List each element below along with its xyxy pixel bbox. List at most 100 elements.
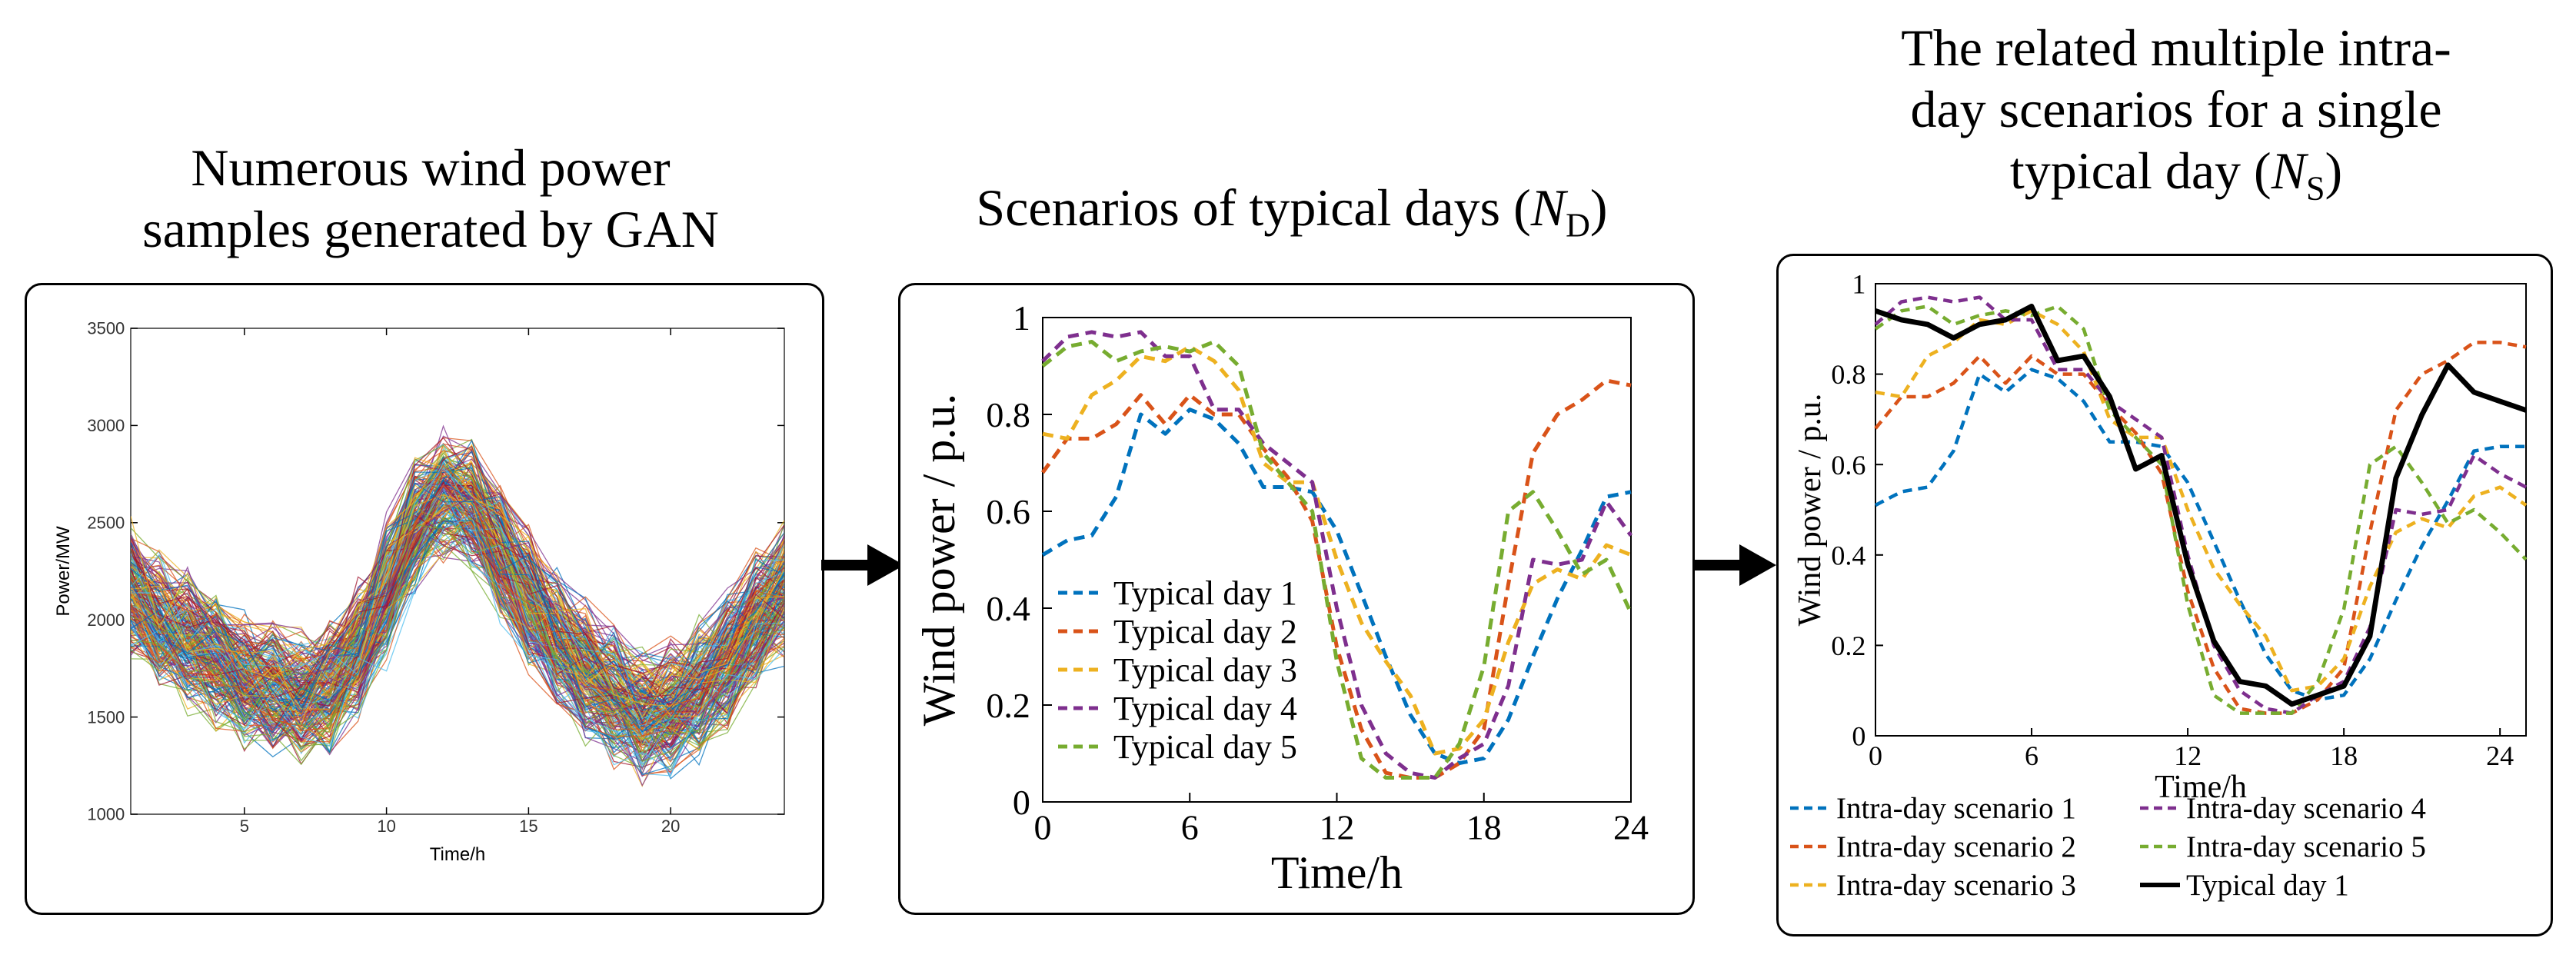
series-line-3 (1875, 309, 2528, 693)
sample-line (131, 517, 784, 763)
legend-label-3: Intra-day scenario 3 (1836, 869, 2076, 902)
legend-label-1: Typical day 1 (1113, 574, 1297, 612)
right-title: The related multiple intra- day scenario… (1776, 17, 2576, 220)
sample-line (131, 494, 784, 777)
plot-area (1875, 283, 2527, 737)
y-tick-label: 2500 (87, 514, 125, 533)
y-tick-label: 1000 (87, 805, 125, 824)
legend-label-4: Typical day 4 (1113, 690, 1297, 727)
sample-line (131, 467, 784, 736)
sample-line (131, 464, 784, 730)
arrow-right-icon (821, 544, 904, 586)
right-panel: 0 6 12 18 24 0 0.2 0.4 0.6 0.8 1 Time/h Wind power /… (1776, 254, 2553, 936)
x-tick-label: 15 (519, 817, 537, 836)
sample-line (131, 461, 784, 700)
middle-panel: 0 6 12 18 24 0 0.2 0.4 0.6 0.8 1 Time/h Wind power /… (898, 283, 1695, 915)
sample-line (131, 508, 784, 762)
series-line-2 (1040, 378, 1632, 780)
x-tick-label: 12 (2174, 740, 2202, 771)
sample-line (131, 467, 784, 724)
x-axis-label: Time/h (1271, 847, 1403, 898)
sample-line (131, 494, 784, 725)
x-tick-label: 6 (1181, 807, 1199, 847)
series-line-6 (1874, 304, 2528, 707)
y-axis-label: Power/MW (53, 526, 74, 617)
left-title-line2: samples generated by GAN (142, 200, 719, 258)
middle-title-close: ) (1589, 178, 1608, 237)
y-tick-label: 3500 (87, 319, 125, 338)
x-tick-label: 18 (2330, 740, 2358, 771)
y-tick-label: 2000 (87, 610, 125, 630)
x-tick-label: 6 (2025, 740, 2039, 771)
sample-line (131, 517, 784, 759)
right-title-var: N (2271, 141, 2307, 200)
y-tick-label: 0.8 (1831, 359, 1865, 390)
legend-label-5: Intra-day scenario 5 (2186, 830, 2426, 863)
x-axis-label: Time/h (2155, 770, 2247, 805)
intra-day-chart: 0 6 12 18 24 0 0.2 0.4 0.6 0.8 1 Time/h Wind power /… (1790, 269, 2528, 902)
sample-line (131, 514, 784, 747)
sample-line (131, 482, 784, 699)
left-title: Numerous wind power samples generated by… (23, 137, 838, 260)
series-line-1 (1874, 368, 2526, 702)
sample-line (131, 524, 784, 747)
y-tick-label: 0.4 (1831, 540, 1865, 570)
sample-line (131, 502, 784, 762)
y-tick-label: 1 (1013, 298, 1030, 338)
series-line-1 (1041, 407, 1632, 766)
series-line-4 (1041, 330, 1633, 780)
x-tick-label: 0 (1034, 807, 1052, 847)
sample-line (131, 482, 784, 714)
legend-label-2: Intra-day scenario 2 (1836, 830, 2076, 863)
y-tick-label: 0.6 (1831, 450, 1865, 481)
middle-title-var: N (1530, 178, 1566, 237)
x-axis-label: Time/h (430, 844, 485, 865)
y-axis-label: Wind power / p.u. (1792, 394, 1828, 627)
x-tick-label: 0 (1869, 740, 1882, 771)
gan-samples-chart: 5 10 15 20 1000 1500 2000 2500 3000 3500 Time/h Pow… (53, 319, 785, 865)
y-axis-label: Wind power / p.u. (914, 394, 964, 727)
right-title-line2: day scenarios for a single (1910, 80, 2442, 138)
arrow-right-icon (1693, 544, 1776, 586)
right-title-line3: typical day (NS) (1776, 140, 2576, 220)
y-tick-label: 1 (1852, 269, 1865, 300)
x-tick-label: 24 (1613, 807, 1649, 847)
series-line-5 (1874, 304, 2528, 715)
y-tick-label: 0 (1852, 721, 1865, 752)
right-title-close: ) (2325, 141, 2343, 200)
legend-label-4: Intra-day scenario 4 (2186, 792, 2426, 825)
right-title-line1: The related multiple intra- (1901, 18, 2451, 77)
typical-days-chart: 0 6 12 18 24 0 0.2 0.4 0.6 0.8 1 Time/h Wind power /… (914, 298, 1649, 898)
sample-line (131, 483, 784, 763)
legend-label-6: Typical day 1 (2186, 869, 2349, 902)
series-line-2 (1874, 341, 2527, 715)
right-title-sub: S (2306, 169, 2325, 208)
x-tick-label: 20 (661, 817, 680, 836)
y-tick-label: 0.2 (1831, 630, 1865, 661)
sample-line (131, 480, 784, 711)
y-tick-label: 0.6 (986, 492, 1030, 531)
x-tick-label: 5 (240, 817, 249, 836)
series-line-4 (1874, 295, 2528, 715)
sample-line (131, 514, 784, 771)
sample-line (131, 499, 784, 750)
x-tick-label: 10 (377, 817, 395, 836)
series-line-5 (1041, 340, 1633, 780)
y-tick-label: 0.8 (986, 395, 1030, 434)
sample-line (131, 457, 784, 715)
y-tick-label: 3000 (87, 416, 125, 435)
left-title-line1: Numerous wind power (191, 138, 671, 197)
legend-label-2: Typical day 2 (1113, 613, 1297, 650)
x-tick-label: 12 (1320, 807, 1355, 847)
middle-title-text: Scenarios of typical days ( (976, 178, 1531, 237)
sample-line (131, 450, 784, 707)
middle-title-sub: D (1566, 206, 1590, 244)
y-tick-label: 0.4 (986, 589, 1030, 628)
x-tick-label: 18 (1466, 807, 1502, 847)
sample-line (131, 467, 784, 716)
y-tick-label: 1500 (87, 707, 125, 727)
x-tick-label: 24 (2486, 740, 2514, 771)
legend-label-5: Typical day 5 (1113, 728, 1297, 766)
y-tick-label: 0.2 (986, 686, 1030, 725)
right-title-line3-text: typical day ( (2009, 141, 2271, 200)
